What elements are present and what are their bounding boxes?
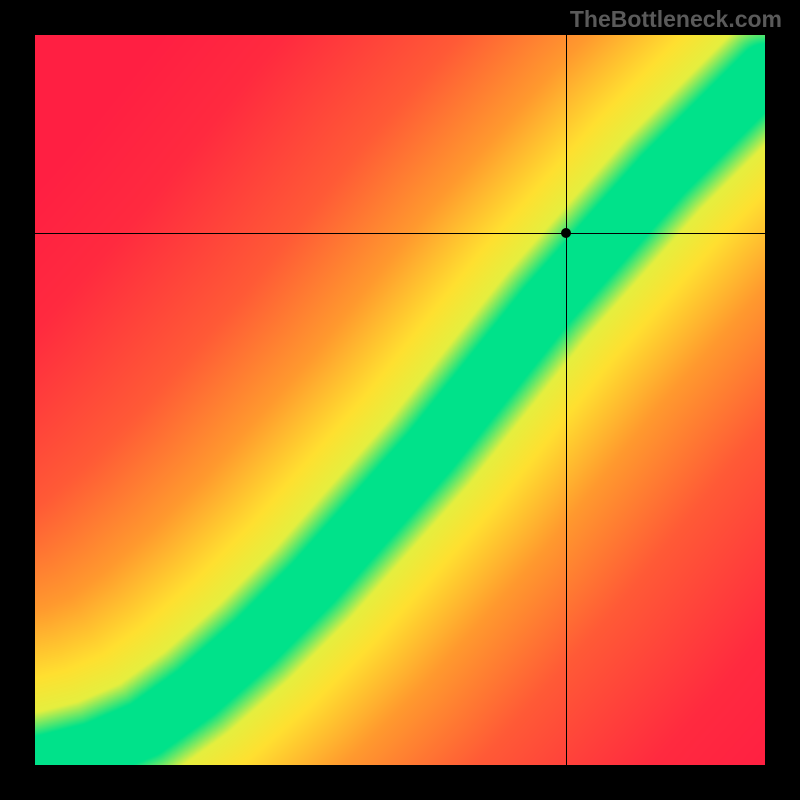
crosshair-vertical: [566, 35, 567, 765]
selection-marker: [561, 228, 571, 238]
plot-area: [35, 35, 765, 765]
watermark-text: TheBottleneck.com: [570, 6, 782, 33]
heatmap-canvas: [35, 35, 765, 765]
crosshair-horizontal: [35, 233, 765, 234]
chart-container: TheBottleneck.com: [0, 0, 800, 800]
